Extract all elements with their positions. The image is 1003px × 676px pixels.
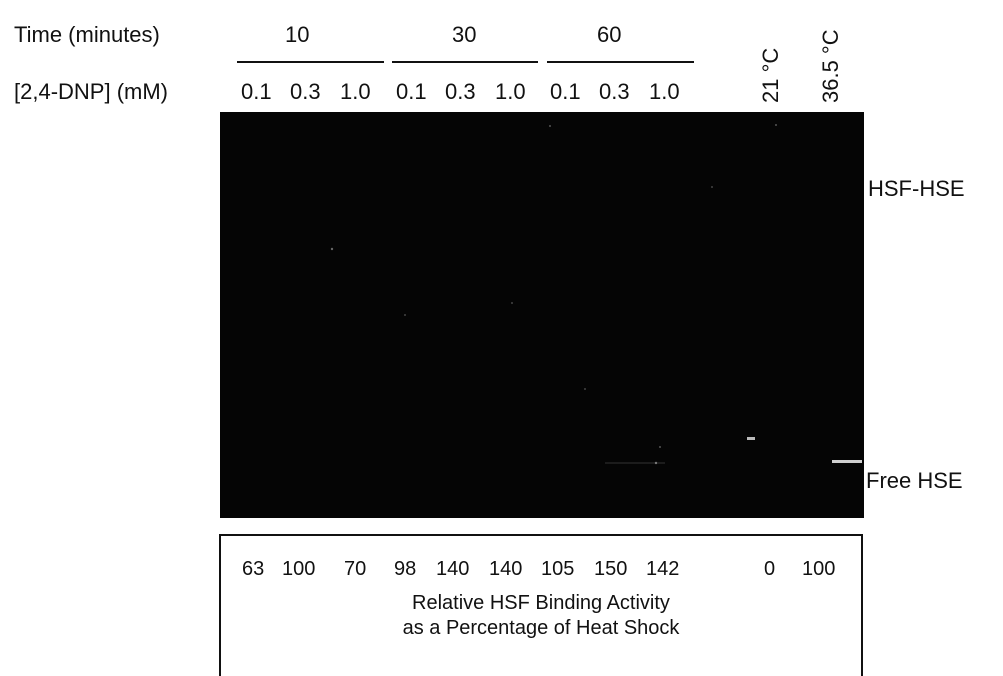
activity-value: 0 <box>764 558 776 580</box>
time-group-30-underline <box>392 61 538 63</box>
gel-background <box>220 112 864 518</box>
activity-value: 105 <box>541 558 575 580</box>
concentration-label: 1.0 <box>495 79 526 104</box>
concentration-label: 0.1 <box>241 79 272 104</box>
gel-speck <box>584 388 586 390</box>
activity-box: Relative HSF Binding Activity as a Perce… <box>219 534 863 676</box>
concentration-label: 0.3 <box>290 79 321 104</box>
band-label-hsf-hse: HSF-HSE <box>868 176 965 201</box>
gel-speck <box>330 247 334 251</box>
gel-speck <box>654 461 658 465</box>
concentration-label: 0.3 <box>599 79 630 104</box>
concentration-label: 0.3 <box>445 79 476 104</box>
gel-speck <box>659 446 661 448</box>
band-label-free-hse: Free HSE <box>866 468 963 493</box>
gel-speck <box>775 124 777 126</box>
activity-value: 150 <box>594 558 628 580</box>
activity-value: 70 <box>344 558 367 580</box>
gel-speck <box>404 314 406 316</box>
control-temp-21: 21 °C <box>758 47 783 103</box>
concentration-label: 0.1 <box>396 79 427 104</box>
activity-value: 140 <box>489 558 523 580</box>
gel-image <box>220 112 864 518</box>
control-temp-36-5: 36.5 °C <box>818 29 843 103</box>
activity-caption-line1: Relative HSF Binding Activity <box>412 592 670 614</box>
concentration-label: 1.0 <box>340 79 371 104</box>
dose-label: [2,4-DNP] (mM) <box>14 79 168 104</box>
free-hse-band-21c <box>747 437 755 440</box>
concentration-label: 0.1 <box>550 79 581 104</box>
time-group-60-underline <box>547 61 694 63</box>
activity-caption-line2: as a Percentage of Heat Shock <box>402 617 680 639</box>
gel-svg <box>220 112 864 518</box>
activity-value: 63 <box>242 558 265 580</box>
free-hse-band-faint <box>605 462 665 464</box>
activity-value: 98 <box>394 558 417 580</box>
time-label: Time (minutes) <box>14 22 160 47</box>
time-group-60: 60 <box>597 22 622 47</box>
time-group-30: 30 <box>452 22 477 47</box>
activity-value: 142 <box>646 558 680 580</box>
gel-speck <box>711 186 713 188</box>
time-group-10-underline <box>237 61 384 63</box>
activity-value: 140 <box>436 558 470 580</box>
gel-speck <box>511 302 513 304</box>
free-hse-band-36-5c <box>832 460 862 463</box>
gel-speck <box>549 125 551 127</box>
concentration-label: 1.0 <box>649 79 680 104</box>
activity-value: 100 <box>802 558 836 580</box>
time-group-10: 10 <box>285 22 310 47</box>
activity-value: 100 <box>282 558 316 580</box>
